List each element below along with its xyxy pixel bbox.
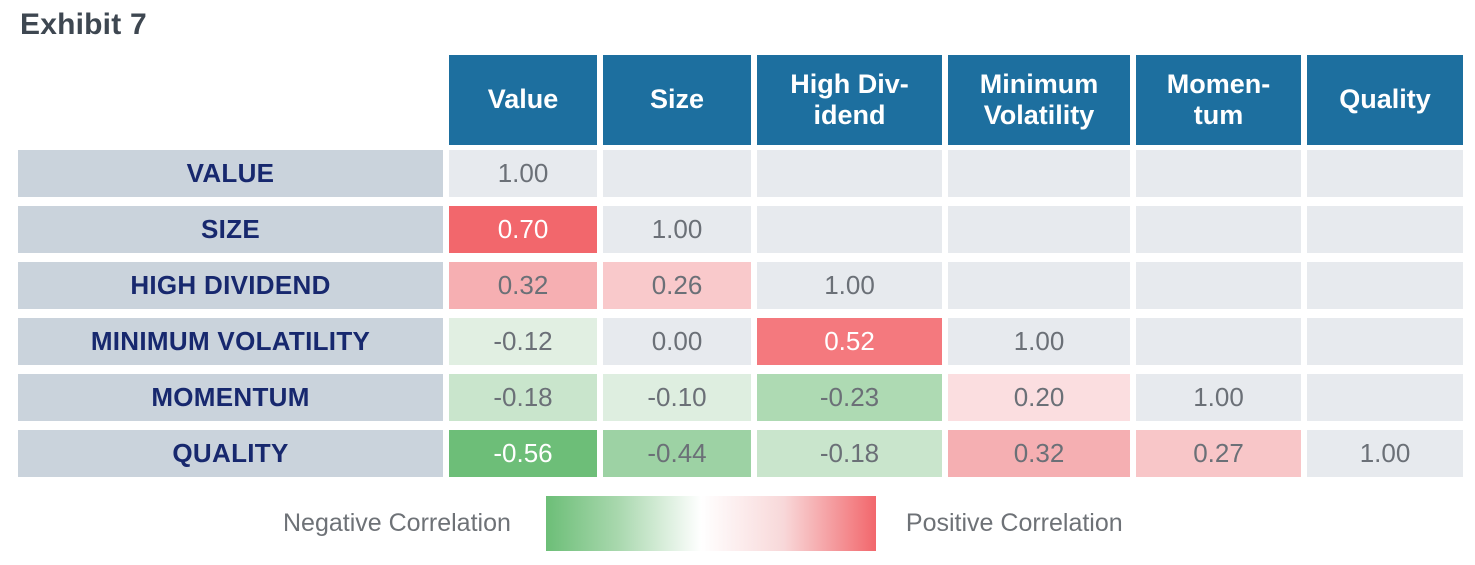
row-label: HIGH DIVIDEND [18, 262, 443, 309]
correlation-cell: -0.23 [757, 374, 942, 421]
matrix-corner-spacer [18, 55, 443, 145]
correlation-cell: 0.32 [449, 262, 597, 309]
correlation-cell: 0.32 [948, 430, 1130, 477]
correlation-cell [1307, 206, 1463, 253]
correlation-cell: 1.00 [449, 150, 597, 197]
correlation-cell [1136, 206, 1301, 253]
negative-correlation-label: Negative Correlation [283, 509, 511, 537]
page-title: Exhibit 7 [20, 8, 147, 41]
matrix-header-row: Value Size High Div- idend Minimum Volatili… [18, 55, 1475, 145]
correlation-cell [948, 206, 1130, 253]
column-header-minimum-volatility: Minimum Volatility [948, 55, 1130, 145]
correlation-cell: 1.00 [757, 262, 942, 309]
correlation-cell: -0.12 [449, 318, 597, 365]
matrix-row-high-dividend: HIGH DIVIDEND 0.32 0.26 1.00 [18, 262, 1475, 309]
correlation-cell: -0.10 [603, 374, 751, 421]
correlation-cell: 0.20 [948, 374, 1130, 421]
correlation-gradient-bar [545, 496, 876, 551]
column-header-size: Size [603, 55, 751, 145]
matrix-row-quality: QUALITY -0.56 -0.44 -0.18 0.32 0.27 1.00 [18, 430, 1475, 477]
correlation-cell: 0.27 [1136, 430, 1301, 477]
column-header-momen-tum: Momen- tum [1136, 55, 1301, 145]
column-header-quality: Quality [1307, 55, 1463, 145]
row-label: QUALITY [18, 430, 443, 477]
row-label: MOMENTUM [18, 374, 443, 421]
correlation-cell [948, 262, 1130, 309]
row-label: SIZE [18, 206, 443, 253]
correlation-cell: -0.44 [603, 430, 751, 477]
correlation-cell: 1.00 [603, 206, 751, 253]
correlation-cell [1307, 150, 1463, 197]
correlation-cell [1307, 262, 1463, 309]
correlation-cell [603, 150, 751, 197]
correlation-cell [1136, 262, 1301, 309]
matrix-row-value: VALUE 1.00 [18, 150, 1475, 197]
correlation-cell [757, 150, 942, 197]
correlation-cell: 0.00 [603, 318, 751, 365]
correlation-cell: 1.00 [948, 318, 1130, 365]
exhibit-page: Exhibit 7 Value Size High Div- idend Minimu… [0, 8, 1475, 565]
correlation-cell: 0.70 [449, 206, 597, 253]
correlation-cell: 0.52 [757, 318, 942, 365]
correlation-legend: Negative Correlation Positive Correlatio… [283, 496, 1475, 551]
correlation-cell [1136, 150, 1301, 197]
correlation-cell: -0.18 [449, 374, 597, 421]
row-label: VALUE [18, 150, 443, 197]
matrix-row-momentum: MOMENTUM -0.18 -0.10 -0.23 0.20 1.00 [18, 374, 1475, 421]
matrix-row-minimum-volatility: MINIMUM VOLATILITY -0.12 0.00 0.52 1.00 [18, 318, 1475, 365]
matrix-row-size: SIZE 0.70 1.00 [18, 206, 1475, 253]
correlation-cell: -0.18 [757, 430, 942, 477]
positive-correlation-label: Positive Correlation [905, 509, 1123, 537]
correlation-cell [1307, 318, 1463, 365]
column-header-value: Value [449, 55, 597, 145]
correlation-cell [1307, 374, 1463, 421]
row-label: MINIMUM VOLATILITY [18, 318, 443, 365]
correlation-cell: -0.56 [449, 430, 597, 477]
correlation-cell [757, 206, 942, 253]
column-header-high-div-idend: High Div- idend [757, 55, 942, 145]
correlation-matrix: Value Size High Div- idend Minimum Volatili… [18, 55, 1475, 477]
correlation-cell: 1.00 [1136, 374, 1301, 421]
correlation-cell [948, 150, 1130, 197]
correlation-cell: 0.26 [603, 262, 751, 309]
correlation-cell: 1.00 [1307, 430, 1463, 477]
correlation-cell [1136, 318, 1301, 365]
